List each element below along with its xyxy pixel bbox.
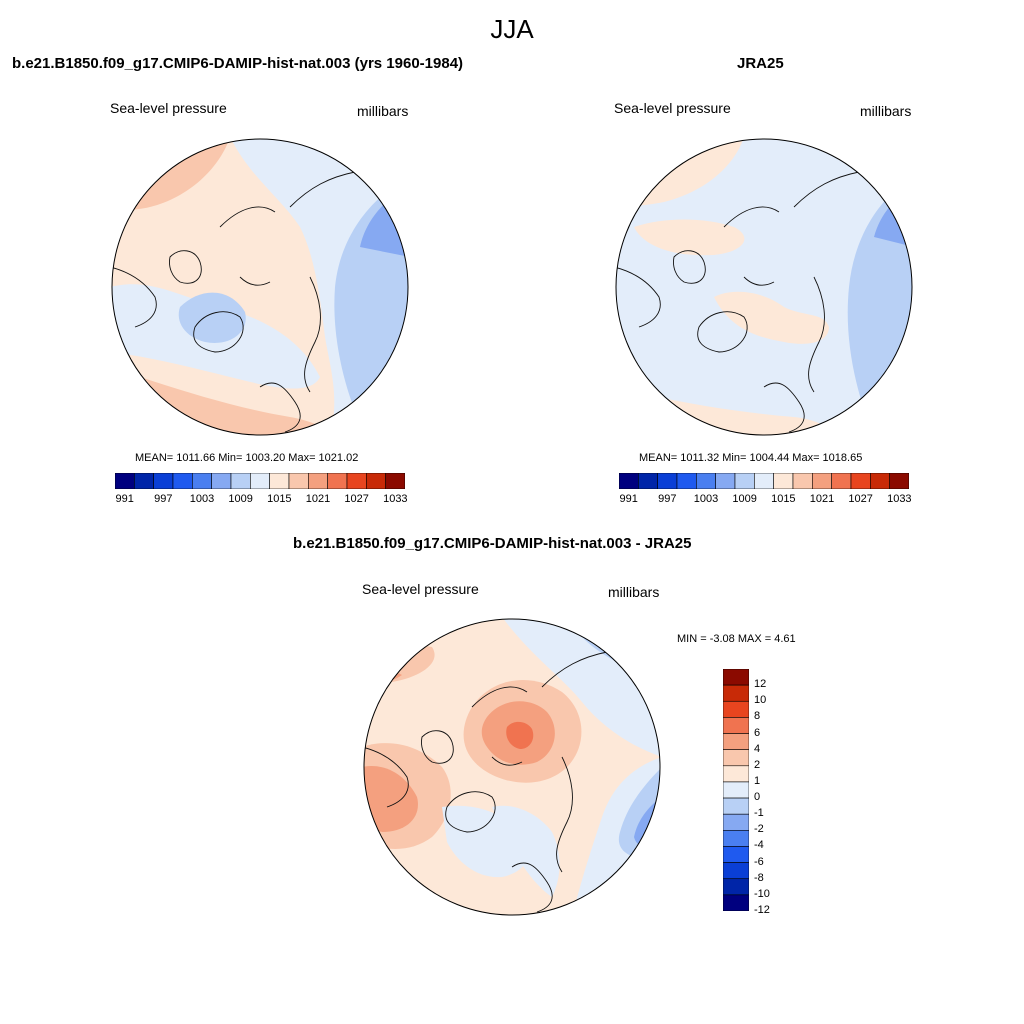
colorbar-swatch xyxy=(723,830,749,847)
colorbar-swatch xyxy=(657,473,678,489)
colorbar-swatch xyxy=(723,781,749,799)
colorbar-swatch xyxy=(676,473,697,489)
colorbar-swatch xyxy=(723,749,749,767)
colorbar-swatch xyxy=(850,473,871,489)
colorbar-tick-label: -12 xyxy=(754,904,770,916)
colorbar-tick-label: 0 xyxy=(754,791,761,804)
diff-colorbar-labels: 12 10 8 6 4 2 1 0 -1 -2 -4 -6 -8 -10 -12 xyxy=(754,669,794,916)
model-colorbar-labels: 991 997 1003 1009 1015 1021 1027 1033 xyxy=(115,493,407,507)
colorbar-swatch xyxy=(250,473,270,489)
colorbar-tick-label: 1009 xyxy=(732,493,757,505)
colorbar-swatch xyxy=(346,473,367,489)
diff-variable-label: Sea-level pressure xyxy=(362,581,479,597)
colorbar-tick-label: 1033 xyxy=(383,493,408,505)
colorbar-tick-label: 1021 xyxy=(809,493,835,505)
colorbar-tick-label: -4 xyxy=(754,839,764,852)
colorbar-tick-label: 1033 xyxy=(887,493,912,505)
colorbar-tick-label: 1009 xyxy=(228,493,253,505)
colorbar-tick-label: 6 xyxy=(754,726,761,739)
obs-colorbar-labels: 991 997 1003 1009 1015 1021 1027 1033 xyxy=(619,493,911,507)
model-panel-title: b.e21.B1850.f09_g17.CMIP6-DAMIP-hist-nat… xyxy=(12,55,464,72)
colorbar-swatch xyxy=(327,473,348,489)
colorbar-tick-label: 1021 xyxy=(305,493,331,505)
colorbar-tick-label: 991 xyxy=(619,493,638,505)
diff-panel-title: b.e21.B1850.f09_g17.CMIP6-DAMIP-hist-nat… xyxy=(293,535,692,552)
colorbar-tick-label: 1027 xyxy=(344,493,369,505)
colorbar-swatch xyxy=(723,765,749,783)
obs-stats: MEAN= 1011.32 Min= 1004.44 Max= 1018.65 xyxy=(639,452,863,464)
colorbar-swatch xyxy=(831,473,852,489)
colorbar-swatch xyxy=(269,473,290,489)
colorbar-swatch xyxy=(773,473,794,489)
obs-units-label: millibars xyxy=(860,103,912,119)
colorbar-swatch xyxy=(192,473,212,489)
colorbar-tick-label: 1015 xyxy=(267,493,292,505)
obs-polar-map xyxy=(615,138,913,436)
colorbar-swatch xyxy=(723,797,749,815)
colorbar-swatch xyxy=(715,473,736,489)
colorbar-tick-label: 1 xyxy=(754,774,761,787)
diff-colorbar xyxy=(723,669,749,911)
colorbar-swatch xyxy=(134,473,154,489)
colorbar-tick-label: -2 xyxy=(754,823,764,836)
colorbar-tick-label: -10 xyxy=(754,887,770,900)
colorbar-swatch xyxy=(734,473,755,489)
colorbar-swatch xyxy=(723,669,749,686)
colorbar-swatch xyxy=(723,813,749,831)
colorbar-swatch xyxy=(754,473,774,489)
colorbar-tick-label: 997 xyxy=(658,493,677,505)
obs-colorbar xyxy=(619,473,909,489)
colorbar-tick-label: 1003 xyxy=(693,493,719,505)
colorbar-swatch xyxy=(366,473,386,489)
colorbar-tick-label: 4 xyxy=(754,742,761,755)
obs-panel-title: JRA25 xyxy=(737,55,784,72)
colorbar-tick-label: 1027 xyxy=(848,493,873,505)
diff-stats: MIN = -3.08 MAX = 4.61 xyxy=(677,633,796,645)
colorbar-tick-label: 1015 xyxy=(771,493,796,505)
colorbar-swatch xyxy=(723,684,749,702)
colorbar-tick-label: 997 xyxy=(154,493,173,505)
colorbar-tick-label: -6 xyxy=(754,855,764,868)
colorbar-swatch xyxy=(211,473,232,489)
colorbar-swatch xyxy=(812,473,832,489)
colorbar-tick-label: 8 xyxy=(754,710,761,723)
model-colorbar xyxy=(115,473,405,489)
colorbar-swatch xyxy=(619,473,639,489)
colorbar-swatch xyxy=(723,894,749,911)
colorbar-tick-label: 10 xyxy=(754,694,767,707)
colorbar-swatch xyxy=(870,473,890,489)
colorbar-tick-label: 991 xyxy=(115,493,134,505)
colorbar-swatch xyxy=(723,717,749,734)
model-stats: MEAN= 1011.66 Min= 1003.20 Max= 1021.02 xyxy=(135,452,359,464)
model-units-label: millibars xyxy=(357,103,409,119)
colorbar-swatch xyxy=(696,473,716,489)
colorbar-tick-label: -8 xyxy=(754,871,764,884)
colorbar-swatch xyxy=(792,473,813,489)
model-polar-map xyxy=(111,138,409,436)
colorbar-tick-label: 1003 xyxy=(189,493,215,505)
diff-polar-map xyxy=(363,618,661,916)
obs-variable-label: Sea-level pressure xyxy=(614,100,731,116)
colorbar-swatch xyxy=(723,733,749,750)
colorbar-swatch xyxy=(723,700,749,718)
colorbar-swatch xyxy=(723,878,749,896)
colorbar-swatch xyxy=(723,862,749,880)
colorbar-swatch xyxy=(288,473,309,489)
figure-title: JJA xyxy=(490,14,534,44)
colorbar-swatch xyxy=(230,473,251,489)
colorbar-swatch xyxy=(172,473,193,489)
colorbar-swatch xyxy=(385,473,405,489)
colorbar-tick-label: 2 xyxy=(754,758,761,771)
diff-units-label: millibars xyxy=(608,584,660,600)
colorbar-swatch xyxy=(723,846,749,863)
colorbar-tick-label: -1 xyxy=(754,807,764,820)
colorbar-swatch xyxy=(889,473,909,489)
colorbar-swatch xyxy=(638,473,658,489)
model-variable-label: Sea-level pressure xyxy=(110,100,227,116)
colorbar-swatch xyxy=(153,473,174,489)
colorbar-swatch xyxy=(115,473,135,489)
colorbar-swatch xyxy=(308,473,328,489)
colorbar-tick-label: 12 xyxy=(754,678,767,691)
